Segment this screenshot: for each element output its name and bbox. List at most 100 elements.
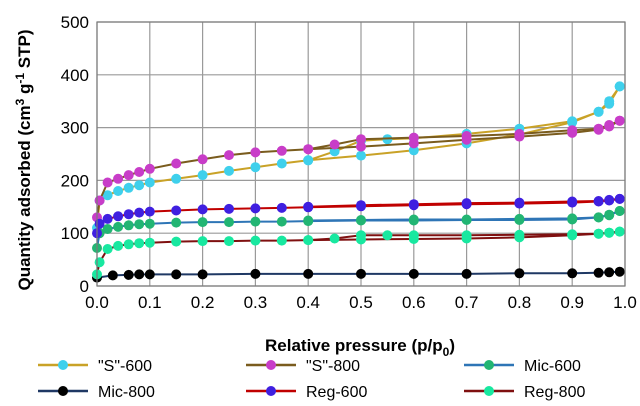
data-point bbox=[197, 154, 208, 165]
y-tick-label: 0 bbox=[80, 277, 89, 296]
data-point bbox=[276, 235, 287, 246]
legend-item: "S"-600 bbox=[38, 358, 152, 375]
data-point bbox=[593, 106, 604, 117]
data-point bbox=[102, 190, 113, 201]
data-point bbox=[144, 269, 155, 280]
data-point bbox=[113, 240, 124, 251]
data-point bbox=[276, 145, 287, 156]
y-tick-label: 400 bbox=[61, 66, 89, 85]
plot-series bbox=[92, 81, 625, 283]
data-point bbox=[197, 236, 208, 247]
data-point bbox=[567, 268, 578, 279]
data-point bbox=[614, 226, 625, 237]
data-point bbox=[567, 213, 578, 224]
data-point bbox=[94, 257, 105, 268]
data-point bbox=[408, 214, 419, 225]
y-tick-label: 100 bbox=[61, 224, 89, 243]
data-point bbox=[514, 268, 525, 279]
data-point bbox=[514, 197, 525, 208]
data-point bbox=[144, 237, 155, 248]
data-point bbox=[593, 196, 604, 206]
data-point bbox=[134, 219, 145, 230]
data-point bbox=[593, 267, 604, 278]
legend-marker bbox=[266, 386, 276, 396]
data-point bbox=[567, 229, 578, 240]
data-point bbox=[408, 230, 419, 241]
data-point bbox=[408, 145, 419, 156]
data-point bbox=[329, 233, 340, 244]
data-point bbox=[604, 120, 615, 130]
data-point bbox=[250, 216, 261, 227]
x-tick-label: 0.0 bbox=[85, 293, 109, 312]
data-point bbox=[408, 132, 419, 143]
x-tick-label: 0.2 bbox=[191, 293, 215, 312]
legend-label: "S"-800 bbox=[306, 358, 360, 375]
series-2 bbox=[92, 206, 625, 253]
legend-label: Mic-800 bbox=[98, 384, 155, 401]
data-point bbox=[113, 221, 124, 232]
data-point bbox=[171, 236, 182, 247]
data-point bbox=[614, 266, 625, 277]
data-point bbox=[113, 173, 124, 184]
y-tick-label: 500 bbox=[61, 13, 89, 32]
x-tick-label: 0.9 bbox=[560, 293, 584, 312]
legend-item: Reg-800 bbox=[464, 384, 585, 401]
data-point bbox=[461, 230, 472, 241]
data-point bbox=[134, 207, 145, 218]
data-point bbox=[408, 268, 419, 279]
data-point bbox=[356, 134, 366, 145]
data-point bbox=[593, 228, 604, 239]
data-point bbox=[113, 211, 124, 222]
series-line bbox=[308, 119, 621, 151]
x-tick-label: 0.3 bbox=[244, 293, 268, 312]
data-point bbox=[356, 141, 366, 152]
data-point bbox=[604, 227, 615, 238]
data-point bbox=[144, 177, 155, 188]
data-point bbox=[171, 173, 182, 184]
data-point bbox=[614, 193, 625, 204]
series-5 bbox=[92, 226, 625, 280]
data-point bbox=[604, 210, 615, 221]
data-point bbox=[250, 203, 261, 214]
data-point bbox=[356, 215, 366, 225]
data-point bbox=[224, 150, 234, 161]
data-point bbox=[303, 235, 314, 246]
data-point bbox=[276, 216, 287, 227]
y-tick-label: 200 bbox=[61, 171, 89, 190]
data-point bbox=[514, 229, 525, 240]
data-point bbox=[461, 214, 472, 225]
data-point bbox=[171, 158, 182, 169]
data-point bbox=[604, 96, 615, 107]
legend-label: Reg-800 bbox=[524, 384, 585, 401]
data-point bbox=[102, 244, 113, 254]
data-point bbox=[614, 115, 625, 126]
data-point bbox=[303, 155, 314, 166]
data-point bbox=[250, 147, 261, 158]
data-point bbox=[408, 199, 419, 210]
data-point bbox=[250, 268, 261, 279]
data-point bbox=[123, 239, 134, 250]
data-point bbox=[593, 123, 604, 134]
legend-label: Mic-600 bbox=[524, 358, 581, 375]
data-point bbox=[144, 218, 155, 229]
data-point bbox=[356, 230, 366, 241]
data-point bbox=[102, 177, 113, 188]
data-point bbox=[224, 165, 234, 176]
data-point bbox=[461, 131, 472, 141]
data-point bbox=[224, 217, 234, 228]
data-point bbox=[250, 235, 261, 246]
data-point bbox=[356, 200, 366, 211]
series-4 bbox=[92, 193, 625, 239]
data-point bbox=[250, 162, 261, 173]
legend-marker bbox=[484, 386, 494, 396]
series-3 bbox=[92, 266, 625, 283]
legend-label: Reg-600 bbox=[306, 384, 367, 401]
data-point bbox=[303, 215, 314, 226]
y-axis-title: Quantity adsorbed (cm3 g-1 STP) bbox=[13, 29, 34, 290]
data-point bbox=[123, 220, 134, 231]
legend-marker bbox=[484, 360, 494, 370]
x-tick-label: 0.8 bbox=[508, 293, 532, 312]
data-point bbox=[123, 170, 134, 181]
data-point bbox=[461, 198, 472, 209]
